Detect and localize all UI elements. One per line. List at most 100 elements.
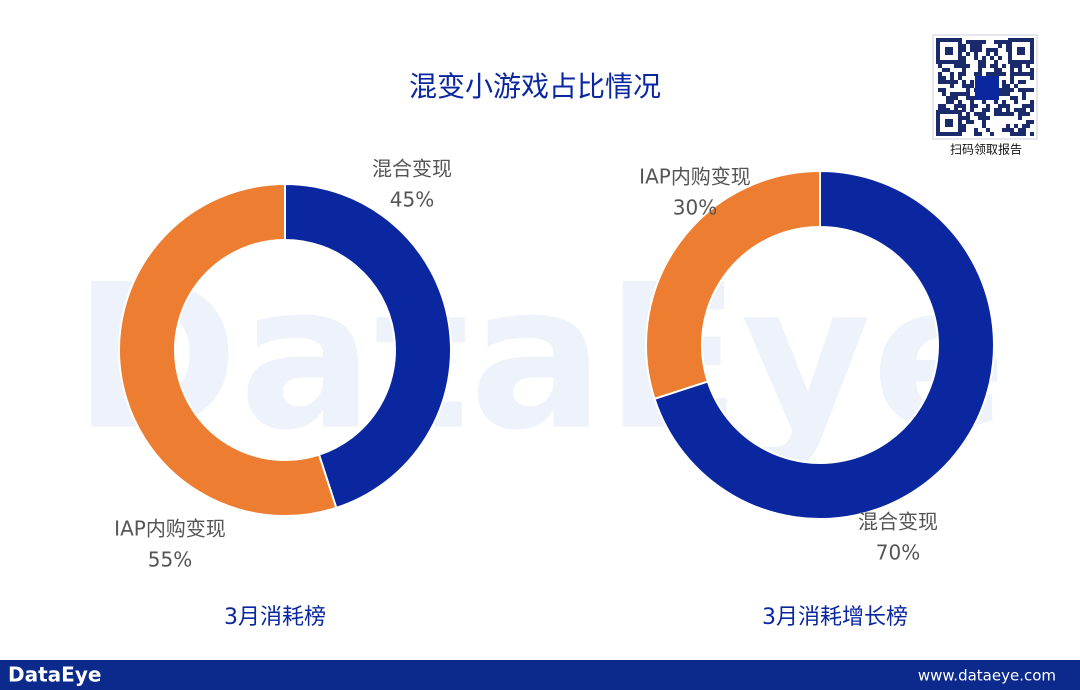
qr-cell	[982, 116, 986, 120]
qr-cell	[978, 116, 982, 120]
watermark: DataEye	[73, 242, 1007, 475]
qr-cell	[938, 80, 942, 84]
qr-cell	[938, 76, 942, 80]
qr-cell	[1006, 124, 1010, 128]
qr-cell	[1010, 80, 1014, 84]
qr-cell	[1022, 128, 1026, 132]
qr-cell	[942, 68, 946, 72]
qr-cell	[994, 48, 998, 52]
qr-cell	[938, 104, 942, 108]
qr-cell	[970, 44, 974, 48]
qr-cell	[966, 120, 970, 124]
qr-cell	[962, 104, 966, 108]
qr-cell	[1018, 68, 1022, 72]
qr-cell	[1030, 132, 1034, 136]
qr-cell	[986, 104, 990, 108]
qr-finder	[945, 119, 953, 127]
qr-cell	[1002, 72, 1006, 76]
qr-cell	[1030, 108, 1034, 112]
donut-segment	[653, 169, 995, 520]
footer-brand: DataEye	[8, 663, 101, 687]
qr-cell	[1002, 104, 1006, 108]
qr-cell	[1022, 72, 1026, 76]
qr-cell	[1006, 92, 1010, 96]
qr-cell	[962, 108, 966, 112]
qr-cell	[978, 48, 982, 52]
qr-cell	[970, 96, 974, 100]
value-label: 70%	[876, 541, 920, 565]
qr-cell	[1018, 132, 1022, 136]
qr-cell	[982, 100, 986, 104]
qr-cell	[998, 40, 1002, 44]
qr-cell	[958, 100, 962, 104]
qr-cell	[1022, 96, 1026, 100]
qr-cell	[1022, 80, 1026, 84]
qr-cell	[962, 44, 966, 48]
qr-cell	[1006, 104, 1010, 108]
qr-cell	[1002, 88, 1006, 92]
qr-cell	[994, 40, 998, 44]
qr-cell	[958, 104, 962, 108]
qr-cell	[986, 108, 990, 112]
qr-cell	[962, 64, 966, 68]
qr-cell	[1030, 100, 1034, 104]
qr-cell	[938, 88, 942, 92]
qr-cell	[962, 68, 966, 72]
qr-cell	[970, 40, 974, 44]
qr-cell	[966, 64, 970, 68]
qr-cell	[1010, 112, 1014, 116]
qr-caption: 扫码领取报告	[950, 142, 1022, 157]
qr-cell	[1026, 72, 1030, 76]
qr-cell	[974, 48, 978, 52]
qr-cell	[998, 56, 1002, 60]
qr-cell	[994, 64, 998, 68]
qr-cell	[970, 80, 974, 84]
qr-cell	[962, 116, 966, 120]
qr-cell	[998, 44, 1002, 48]
segment-label: 混合变现	[858, 510, 938, 534]
qr-cell	[994, 52, 998, 56]
qr-cell	[966, 40, 970, 44]
qr-cell	[1022, 92, 1026, 96]
qr-cell	[1010, 96, 1014, 100]
qr-cell	[1006, 108, 1010, 112]
qr-cell	[970, 100, 974, 104]
qr-cell	[950, 80, 954, 84]
chart-subtitle: 3月消耗榜	[224, 605, 326, 630]
qr-cell	[954, 104, 958, 108]
chart-subtitle: 3月消耗增长榜	[762, 605, 908, 630]
qr-cell	[958, 64, 962, 68]
qr-cell	[946, 80, 950, 84]
donut-segment	[284, 182, 452, 510]
qr-cell	[938, 72, 942, 76]
qr-cell	[966, 112, 970, 116]
qr-cell	[962, 80, 966, 84]
qr-code	[932, 34, 1038, 140]
qr-cell	[946, 100, 950, 104]
qr-cell	[986, 116, 990, 120]
qr-cell	[950, 84, 954, 88]
qr-cell	[1010, 68, 1014, 72]
qr-cell	[1022, 88, 1026, 92]
qr-cell	[982, 56, 986, 60]
qr-cell	[1018, 112, 1022, 116]
qr-cell	[982, 40, 986, 44]
qr-cell	[970, 48, 974, 52]
qr-cell	[958, 92, 962, 96]
footer-url: www.dataeye.com	[918, 667, 1056, 685]
qr-cell	[990, 132, 994, 136]
qr-cell	[994, 100, 998, 104]
qr-cell	[974, 56, 978, 60]
qr-cell	[1030, 88, 1034, 92]
qr-cell	[974, 40, 978, 44]
qr-cell	[1010, 72, 1014, 76]
qr-finder	[945, 47, 953, 55]
segment-label: IAP内购变现	[114, 517, 226, 541]
qr-cell	[942, 104, 946, 108]
qr-cell	[1026, 112, 1030, 116]
qr-logo	[975, 76, 999, 100]
qr-cell	[962, 128, 966, 132]
qr-cell	[1006, 88, 1010, 92]
